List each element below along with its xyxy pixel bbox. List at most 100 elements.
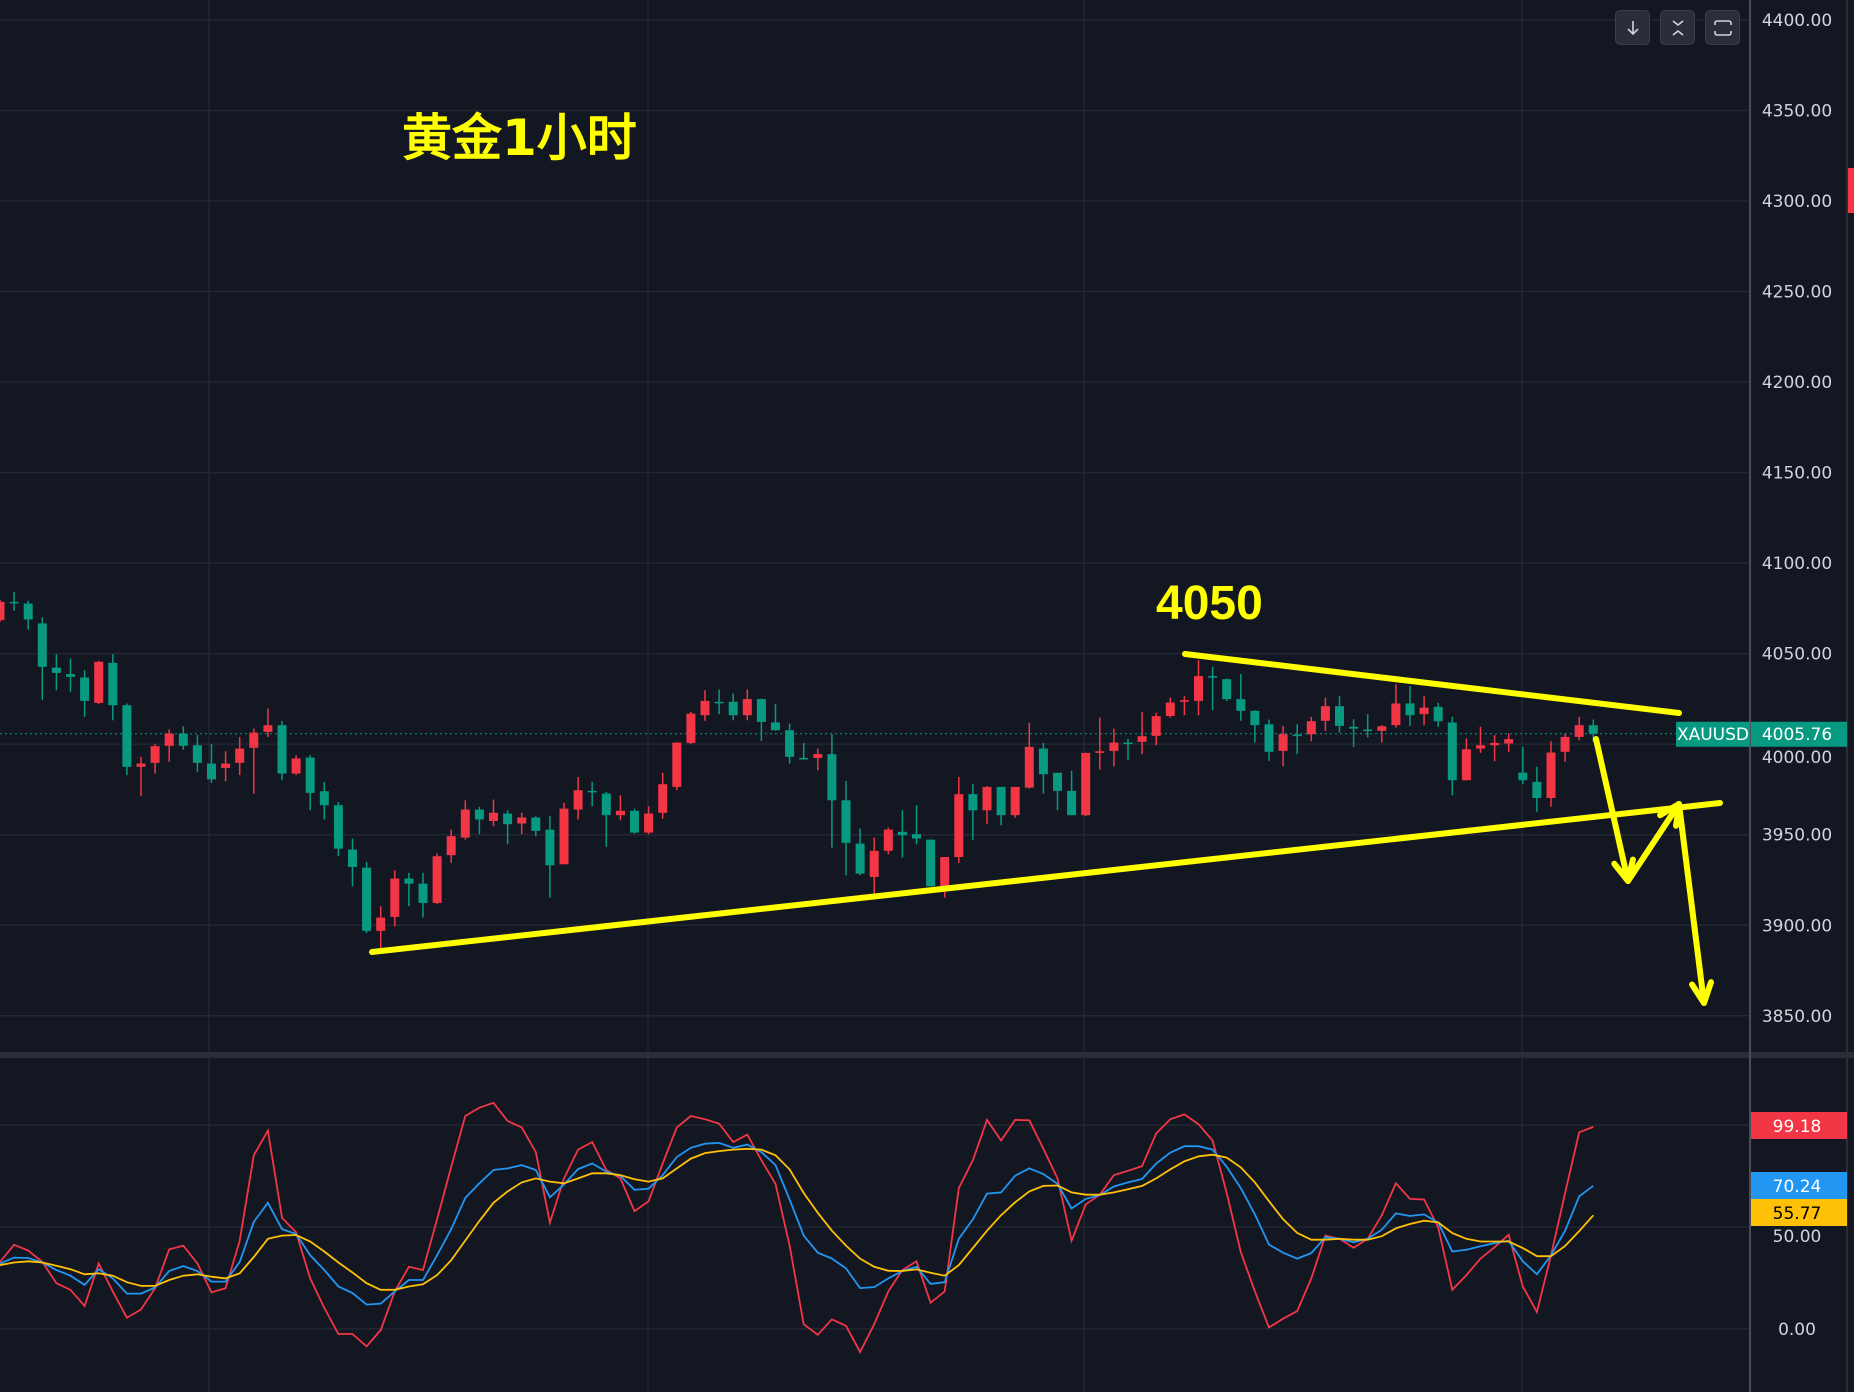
candle-body — [305, 757, 315, 793]
candle — [474, 806, 484, 835]
candle-body — [869, 850, 879, 877]
candle — [982, 786, 992, 825]
scroll-to-latest-button[interactable] — [1615, 10, 1650, 45]
candle-body — [855, 843, 865, 874]
indicator-line-k — [0, 1141, 1594, 1306]
fullscreen-icon — [1713, 19, 1732, 36]
indicator-value-label: 55.77 — [1773, 1204, 1822, 1224]
arrow-down-2[interactable] — [1676, 801, 1707, 1006]
candle — [221, 751, 231, 782]
grid — [0, 0, 1750, 1392]
candle-body — [968, 794, 978, 811]
last-price-label: 4005.76 — [1762, 725, 1832, 745]
candle-body — [277, 725, 287, 774]
candle-body — [1165, 702, 1175, 716]
last-price-badge — [1751, 721, 1847, 747]
candle-body — [249, 732, 259, 748]
candle-body — [66, 674, 75, 677]
candle — [1306, 716, 1316, 742]
candle — [1109, 728, 1119, 767]
candle — [1264, 719, 1274, 761]
candle — [277, 720, 287, 781]
candle — [1208, 666, 1218, 711]
level-annotation: 4050 — [1156, 577, 1263, 630]
pane-separator[interactable] — [0, 1052, 1854, 1058]
collapse-vertical-icon — [1672, 19, 1683, 36]
candle-body — [1236, 699, 1246, 711]
resistance-trendline[interactable] — [1182, 651, 1682, 716]
support-trendline[interactable] — [369, 800, 1723, 955]
candle — [728, 693, 738, 721]
candle-body — [178, 733, 188, 746]
candle-body — [630, 810, 639, 833]
candle — [362, 861, 372, 934]
candle-body — [164, 733, 174, 746]
candle-body — [940, 856, 950, 887]
candle-body — [1109, 742, 1119, 751]
candle-body — [573, 790, 583, 810]
arrow-down-1[interactable] — [1593, 736, 1631, 884]
candle — [1349, 719, 1359, 747]
price-tick-label: 4200.00 — [1762, 373, 1832, 393]
candle-body — [1179, 700, 1189, 702]
chart-title-annotation: 黄金1小时 — [402, 109, 637, 167]
candle — [51, 654, 61, 691]
candle-body — [912, 834, 921, 839]
candle-body — [1504, 739, 1514, 744]
candle — [1179, 696, 1189, 716]
candle — [207, 744, 216, 783]
collapse-pane-button[interactable] — [1660, 10, 1695, 45]
candle-body — [615, 810, 625, 816]
candle-body — [1363, 729, 1373, 732]
candle-body — [742, 699, 752, 716]
candle-body — [80, 677, 90, 701]
candle — [263, 708, 273, 737]
candle-body — [1447, 722, 1457, 781]
candle — [1391, 684, 1401, 728]
candle — [1250, 710, 1260, 743]
candle-body — [813, 754, 823, 758]
indicator-tick-label: 50.00 — [1773, 1227, 1822, 1247]
fullscreen-button[interactable] — [1705, 10, 1740, 45]
candle-body — [1053, 772, 1062, 791]
candle — [968, 784, 978, 841]
candle-body — [1461, 749, 1471, 781]
candle-body — [714, 701, 724, 704]
candle — [1447, 716, 1457, 796]
candle-body — [897, 831, 907, 836]
candle — [1151, 712, 1161, 746]
candle-body — [1250, 710, 1260, 726]
candle-body — [418, 883, 428, 903]
candle — [1053, 772, 1062, 811]
price-tick-label: 4100.00 — [1762, 554, 1832, 574]
candle — [164, 729, 174, 762]
candle-body — [1010, 786, 1020, 816]
price-tick-label: 3950.00 — [1762, 826, 1832, 846]
candle-body — [1419, 707, 1429, 715]
candle — [658, 772, 668, 819]
candle-body — [51, 667, 61, 673]
candle — [1278, 725, 1288, 767]
candle — [883, 827, 893, 855]
indicator-line-j — [0, 1101, 1594, 1355]
candle-body — [1038, 748, 1048, 775]
candle-body — [1095, 751, 1105, 753]
indicator-value-label: 99.18 — [1773, 1117, 1822, 1137]
candle-body — [517, 817, 527, 824]
candle — [0, 600, 5, 622]
arrow-up[interactable] — [1625, 801, 1682, 884]
candle — [1532, 766, 1542, 812]
price-tick-label: 4350.00 — [1762, 101, 1832, 121]
candle — [756, 698, 766, 741]
candle-body — [291, 758, 301, 774]
candle — [644, 806, 654, 835]
candle — [489, 799, 498, 827]
candle — [178, 726, 188, 750]
candle-body — [1490, 742, 1500, 746]
candle-body — [827, 754, 837, 801]
candle-body — [982, 786, 992, 811]
candle — [869, 837, 879, 895]
candle — [799, 742, 809, 760]
price-tick-label: 3900.00 — [1762, 916, 1832, 936]
